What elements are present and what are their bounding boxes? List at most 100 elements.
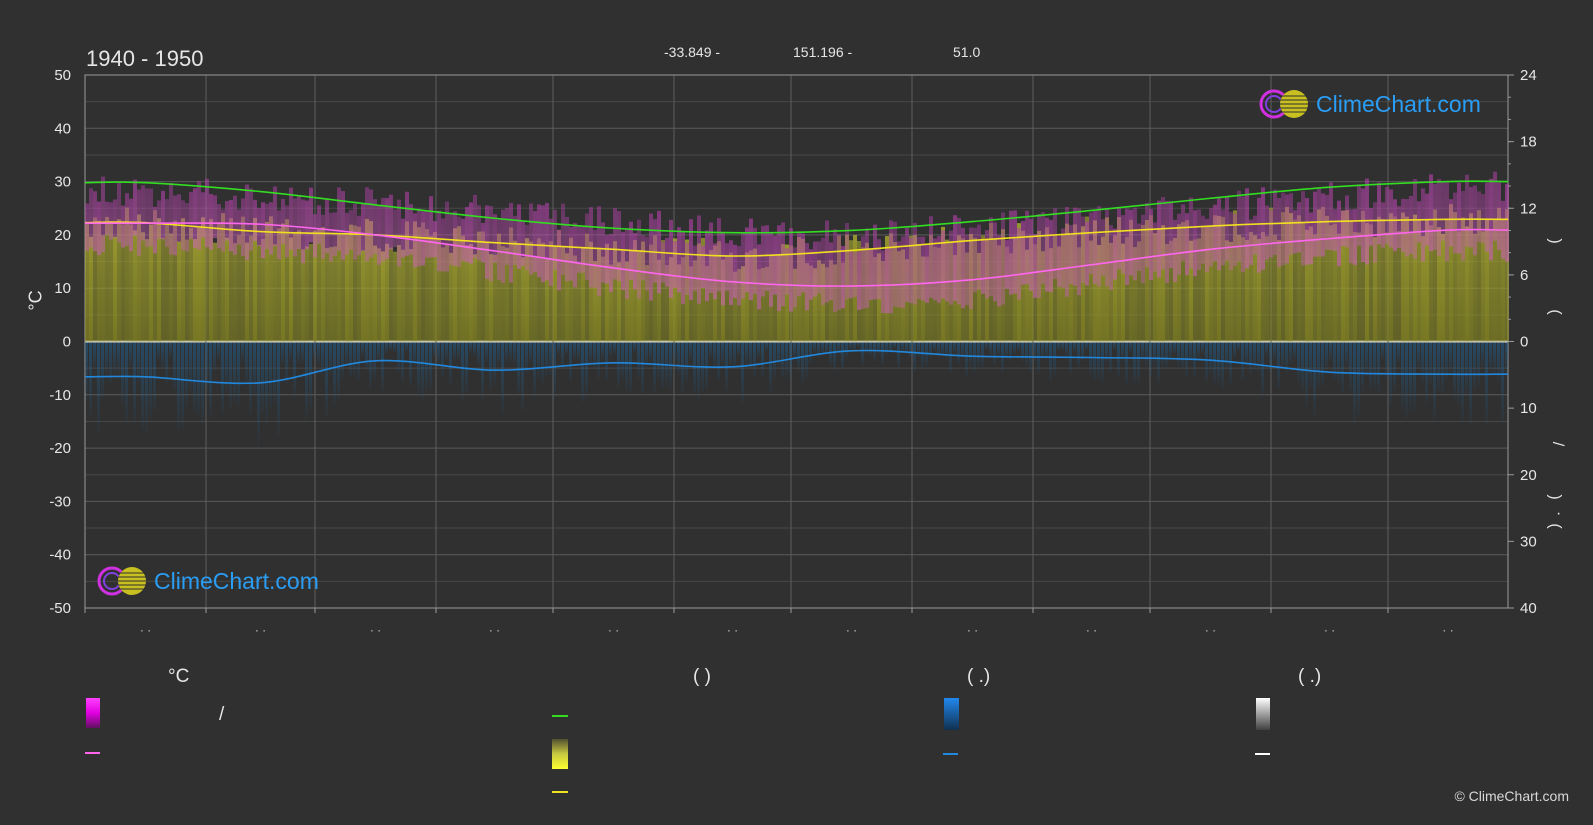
precip-bar <box>1017 342 1020 351</box>
sunshine-bar <box>1477 210 1481 342</box>
precip-bar <box>1069 342 1072 376</box>
sunshine-bar <box>565 253 569 342</box>
precip-bar <box>1073 342 1076 353</box>
temp-range-bar <box>757 244 761 310</box>
precip-bar <box>557 342 560 354</box>
temp-range-bar <box>1137 223 1141 271</box>
logo-top[interactable]: ClimeChart.com <box>1258 88 1481 120</box>
temp-range-bar <box>261 202 265 259</box>
temp-range-bar <box>569 227 573 281</box>
precip-bar <box>1273 342 1276 361</box>
sunshine-bar <box>1253 235 1257 342</box>
sunshine-bar <box>1289 213 1293 342</box>
temp-range-bar <box>153 206 157 254</box>
temp-range-bar <box>233 195 237 255</box>
sunshine-bar <box>393 251 397 342</box>
sunshine-bar <box>573 255 577 342</box>
temp-range-bar <box>609 233 613 293</box>
logo-bottom[interactable]: ClimeChart.com <box>96 565 319 597</box>
temp-range-bar <box>1037 214 1041 298</box>
sunshine-bar <box>1309 226 1313 342</box>
temp-range-bar <box>933 238 937 301</box>
precip-bar <box>837 342 840 353</box>
temp-range-bar <box>777 225 781 311</box>
precip-bar <box>181 342 184 430</box>
temp-range-bar <box>877 239 881 300</box>
temp-range-bar <box>117 182 121 243</box>
sunshine-bar <box>321 227 325 342</box>
temp-range-bar <box>761 225 765 297</box>
temp-range-bar <box>793 247 797 308</box>
temp-range-bar <box>281 198 285 244</box>
precip-bar <box>609 342 612 357</box>
temp-range-bar <box>269 202 273 255</box>
precip-bar <box>169 342 172 358</box>
precip-bar <box>553 342 556 400</box>
precip-bar <box>689 342 692 360</box>
temp-range-bar <box>1081 216 1085 284</box>
sunshine-bar <box>633 239 637 342</box>
precip-bar <box>485 342 488 364</box>
temp-range-bar <box>945 242 949 302</box>
precip-bar <box>1281 342 1284 370</box>
precip-bar <box>1417 342 1420 370</box>
sunshine-bar <box>1161 225 1165 342</box>
temp-range-bar <box>405 191 409 256</box>
temp-range-bar <box>1109 225 1113 290</box>
precip-bar <box>1065 342 1068 356</box>
precip-bar <box>853 342 856 351</box>
sunshine-bar <box>689 266 693 342</box>
sunshine-bar <box>1401 212 1405 342</box>
right-tick-label: 20 <box>1520 467 1537 484</box>
sunshine-bar <box>1189 240 1193 342</box>
sunshine-bar <box>221 213 225 342</box>
precip-bar <box>1469 342 1472 426</box>
precip-bar <box>753 342 756 378</box>
precip-bar <box>653 342 656 394</box>
temp-range-bar <box>229 199 233 252</box>
temp-range-bar <box>1309 212 1313 265</box>
sunshine-bar <box>201 217 205 342</box>
sunshine-bar <box>541 242 545 342</box>
temp-range-bar <box>1193 210 1197 277</box>
left-tick-label: -50 <box>49 600 71 617</box>
precip-bar <box>1161 342 1164 368</box>
precip-bar <box>1329 342 1332 361</box>
precip-bar <box>229 342 232 408</box>
precip-bar <box>1137 342 1140 383</box>
temp-range-bar <box>1201 215 1205 264</box>
precip-bar <box>413 342 416 366</box>
precip-bar <box>825 342 828 355</box>
precip-bar <box>901 342 904 352</box>
precip-bar <box>145 342 148 434</box>
series-line-daylight <box>84 180 1509 234</box>
temp-range-bar <box>733 244 737 298</box>
sunshine-bar <box>1061 234 1065 342</box>
precip-bar <box>317 342 320 365</box>
month-label: · · <box>727 623 738 637</box>
left-axis-unit: °C <box>25 290 46 311</box>
precip-bar <box>749 342 752 370</box>
temp-range-bar <box>1121 215 1125 274</box>
precip-bar <box>273 342 276 405</box>
precip-bar <box>1497 342 1500 384</box>
temp-range-bar <box>1389 189 1393 248</box>
legend-temp-heading: °C <box>168 666 190 687</box>
temp-range-bar <box>381 197 385 262</box>
sunshine-bar <box>369 221 373 342</box>
sunshine-bar <box>1317 209 1321 342</box>
sunshine-bar <box>1321 206 1325 342</box>
temp-range-bar <box>925 244 929 303</box>
temp-range-bar <box>113 199 117 238</box>
precip-bar <box>1245 342 1248 367</box>
temp-range-bar <box>209 194 213 250</box>
precip-bar <box>1113 342 1116 350</box>
sunshine-bar <box>197 228 201 342</box>
temp-range-bar <box>1225 196 1229 261</box>
precip-bar <box>201 342 204 428</box>
precip-bar <box>981 342 984 368</box>
sunshine-bar <box>329 247 333 342</box>
right-axis-paren-low-top: ) <box>1546 494 1564 500</box>
temp-range-bar <box>473 194 477 259</box>
temp-range-bar <box>389 194 393 250</box>
